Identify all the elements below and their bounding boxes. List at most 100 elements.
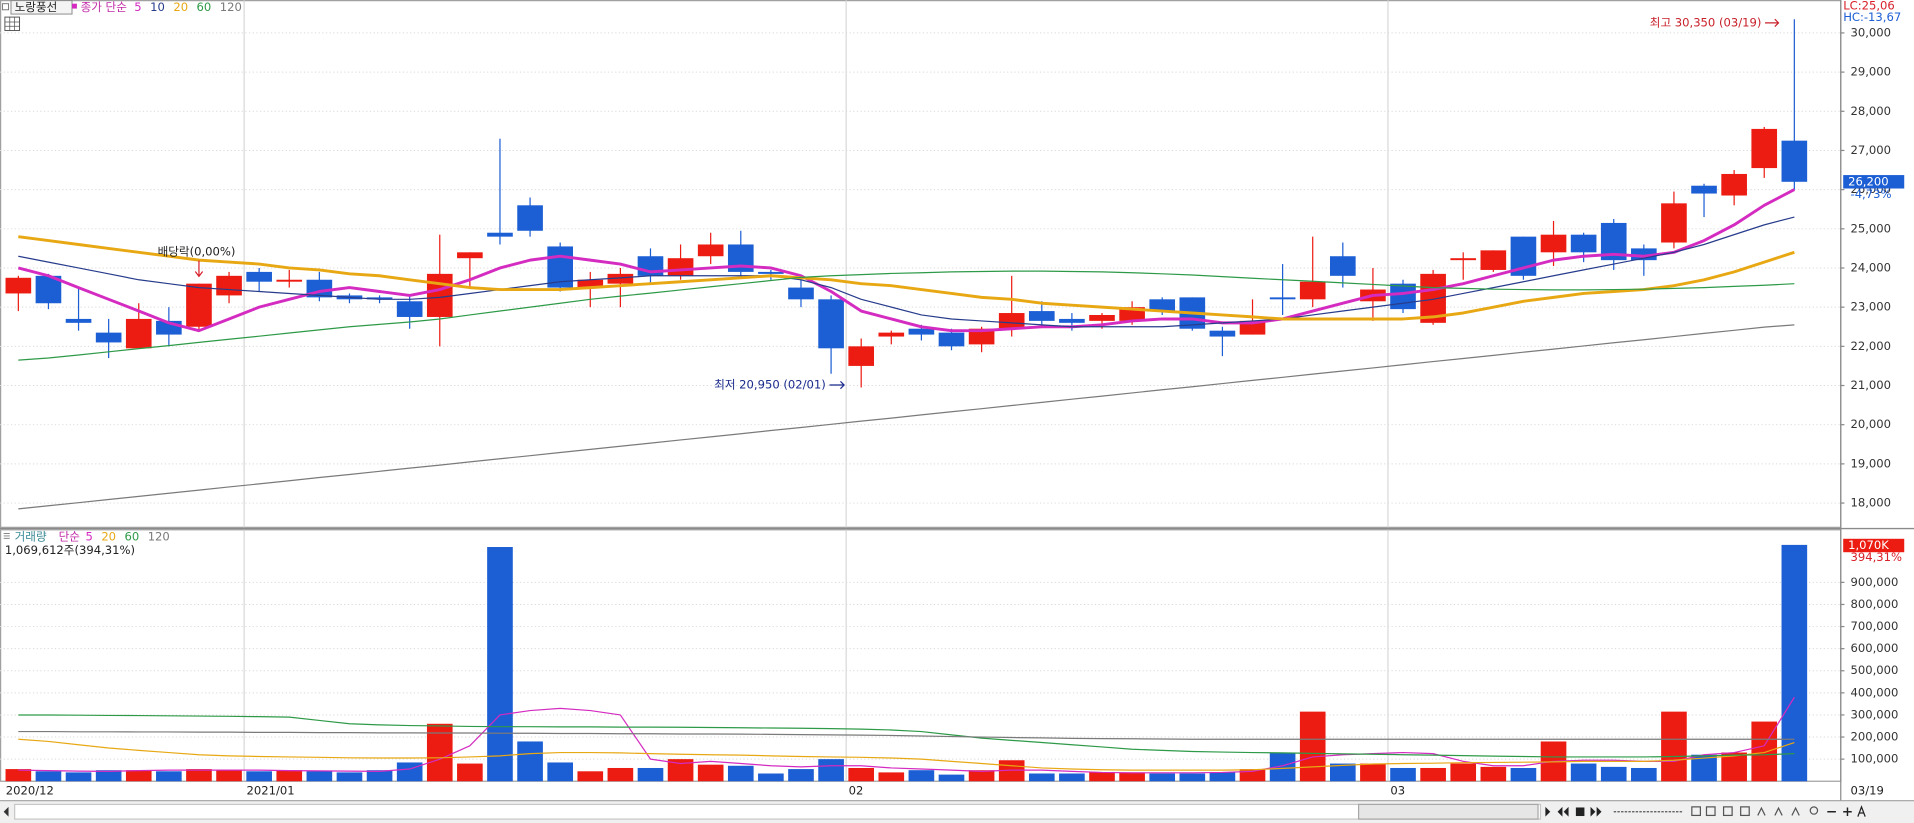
scroll-thumb[interactable] — [1357, 803, 1539, 820]
volume-bar — [818, 759, 844, 782]
volume-bar — [246, 771, 272, 782]
search-button[interactable] — [1809, 806, 1819, 815]
candle-body — [1721, 173, 1747, 196]
y-tick-label: 200,000 — [1851, 730, 1899, 744]
candle-body — [1209, 330, 1236, 337]
tool-buttons[interactable] — [1757, 806, 1800, 816]
volume-bar — [1661, 711, 1687, 782]
volume-bar — [156, 771, 182, 782]
volume-bar — [577, 771, 604, 782]
volume-bar — [5, 769, 32, 782]
volume-bar — [35, 771, 62, 782]
volume-bar — [1299, 711, 1326, 782]
candle-body — [1059, 318, 1085, 323]
y-tick-label: 24,000 — [1851, 260, 1892, 274]
stop-button[interactable] — [1575, 807, 1585, 817]
grid-icon-lines — [4, 17, 20, 31]
rewind-button[interactable] — [1557, 806, 1569, 817]
candle-body — [667, 258, 694, 276]
change-label: -4,73% — [1851, 187, 1892, 201]
volume-menu-icon[interactable] — [3, 533, 10, 539]
candle-body — [517, 205, 543, 231]
volume-bar — [125, 770, 152, 782]
y-tick-label: 29,000 — [1851, 65, 1892, 79]
volume-bar — [607, 767, 634, 782]
forward-button[interactable] — [1590, 806, 1602, 817]
volume-bar — [366, 770, 393, 782]
play-button[interactable] — [1545, 806, 1551, 817]
stock-name: 노랑풍선 — [15, 0, 58, 14]
candle-body — [65, 318, 92, 323]
high-annotation: 최고 30,350 (03/19) — [1650, 15, 1762, 29]
volume-bar — [667, 759, 694, 782]
legend-entry: 5 — [134, 0, 141, 14]
volume-bar — [517, 741, 543, 782]
tool-button[interactable] — [1705, 806, 1716, 817]
volume-bar — [1631, 767, 1657, 782]
y-tick-label: 100,000 — [1851, 752, 1899, 766]
tool-button[interactable] — [1691, 806, 1701, 817]
volume-bar — [1360, 763, 1386, 782]
tool-button[interactable] — [1740, 806, 1750, 817]
candle-body — [5, 277, 32, 294]
volume-bar — [396, 762, 423, 782]
y-tick-label: 22,000 — [1851, 339, 1892, 353]
legend-entry: 5 — [85, 530, 92, 544]
volume-bar — [306, 771, 333, 782]
event-arrow — [194, 260, 204, 278]
ratio-label: 394,31% — [1851, 550, 1903, 564]
grid-icon[interactable] — [4, 16, 21, 32]
candle-body — [818, 299, 844, 349]
candle-body — [1390, 283, 1416, 310]
volume-title: 거래량 — [15, 530, 47, 544]
lc-label: LC:25,06 — [1843, 0, 1895, 13]
legend-label: 종가 단순 — [81, 0, 128, 14]
y-tick-label: 18,000 — [1851, 496, 1892, 510]
legend-entry: 60 — [197, 0, 212, 14]
candle-body — [487, 232, 513, 237]
candle-body — [276, 279, 303, 282]
moving-average-line — [18, 216, 1795, 328]
y-tick-label: 400,000 — [1851, 685, 1899, 699]
tool-button[interactable] — [1722, 806, 1733, 817]
auto-button[interactable] — [1857, 805, 1866, 817]
legend-entry: 60 — [125, 530, 140, 544]
y-tick-label: 900,000 — [1851, 575, 1899, 589]
candle-body — [788, 287, 814, 300]
legend-entry: 20 — [101, 530, 116, 544]
volume-bar — [1570, 763, 1597, 782]
menu-icon[interactable] — [1, 3, 10, 11]
scroll-left[interactable] — [3, 806, 9, 817]
volume-bar — [1028, 773, 1055, 782]
scroll-track[interactable] — [14, 803, 1542, 820]
moving-average-line — [18, 714, 1795, 758]
candle-body — [246, 271, 272, 282]
x-tick-label: 2021/01 — [247, 784, 295, 798]
volume-bar — [697, 764, 724, 782]
moving-average-line — [18, 696, 1795, 774]
candle-body — [1299, 281, 1326, 300]
volume-bar — [758, 773, 784, 782]
volume-bar — [968, 770, 995, 782]
zoom-buttons[interactable] — [1827, 807, 1852, 817]
legend-entry: 120 — [220, 0, 242, 14]
candle-body — [1691, 185, 1717, 194]
y-tick-label: 25,000 — [1851, 221, 1892, 235]
candle-body — [938, 332, 965, 347]
y-tick-label: 27,000 — [1851, 143, 1892, 157]
low-annotation: 최저 20,950 (02/01) — [714, 378, 826, 392]
candle-body — [1540, 234, 1567, 253]
last-price-box — [1843, 175, 1905, 189]
x-tick-label: 2020/12 — [6, 784, 54, 798]
volume-bar — [938, 774, 965, 782]
volume-bar — [1119, 772, 1145, 782]
volume-bar — [1480, 766, 1507, 782]
candle-body — [1450, 258, 1477, 261]
grid-icon-frame — [4, 16, 21, 32]
candle-body — [1751, 128, 1778, 169]
candle-body — [968, 328, 995, 345]
volume-bar — [1059, 773, 1085, 782]
candle-body — [1329, 256, 1356, 276]
low-arrow — [829, 380, 845, 390]
